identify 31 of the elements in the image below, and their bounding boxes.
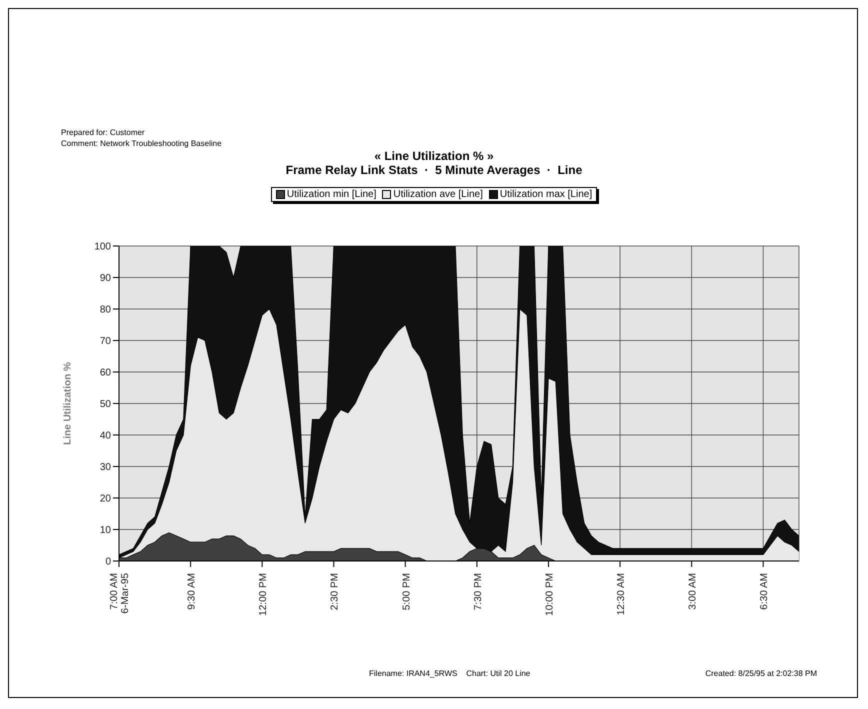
chart-title: « Line Utilization % » bbox=[373, 149, 495, 163]
y-tick-label: 70 bbox=[100, 336, 112, 348]
y-tick-label: 80 bbox=[100, 304, 112, 316]
x-tick-label: 5:00 PM bbox=[401, 573, 412, 610]
chart-subtitle: Frame Relay Link Stats · 5 Minute Averages · Line bbox=[284, 163, 584, 177]
x-tick-label: 7:00 AM 6-Mar-95 bbox=[109, 572, 131, 614]
y-tick-label: 60 bbox=[100, 368, 112, 379]
y-tick-label: 100 bbox=[94, 242, 112, 253]
x-tick-label: 10:00 PM bbox=[544, 573, 556, 616]
y-tick-label: 90 bbox=[100, 273, 112, 284]
y-tick-label: 40 bbox=[100, 430, 112, 442]
text: Filename: IRAN4_5RWS Chart: Util 20 Line bbox=[369, 669, 530, 678]
x-tick-label: 7:30 PM bbox=[472, 573, 484, 610]
x-tick-label: 3:00 AM bbox=[688, 573, 699, 610]
legend-label: Utilization min [Line] bbox=[286, 189, 376, 200]
text: Prepared for: Customer bbox=[61, 127, 146, 138]
y-tick-label: 30 bbox=[100, 462, 112, 474]
y-tick-label: 0 bbox=[105, 556, 112, 568]
text: Comment: Network Troubleshooting Baseline bbox=[61, 138, 222, 149]
x-tick-label: 12:30 AM bbox=[616, 573, 628, 616]
y-tick-label: 50 bbox=[100, 399, 112, 410]
y-tick-label: 20 bbox=[100, 494, 112, 505]
legend-label: Utilization max [Line] bbox=[498, 189, 592, 200]
y-tick-label: 10 bbox=[100, 525, 112, 536]
x-tick-label: 9:30 AM bbox=[186, 573, 198, 610]
text: Created: 8/25/95 at 2:02:38 PM bbox=[705, 669, 817, 678]
x-tick-label: 2:30 PM bbox=[330, 573, 341, 610]
y-axis-title: Line Utilization % bbox=[62, 362, 74, 445]
x-tick-label: 12:00 PM bbox=[258, 573, 270, 616]
legend-label: Utilization ave [Line] bbox=[392, 189, 483, 200]
x-tick-label: 6:30 AM bbox=[759, 573, 770, 610]
